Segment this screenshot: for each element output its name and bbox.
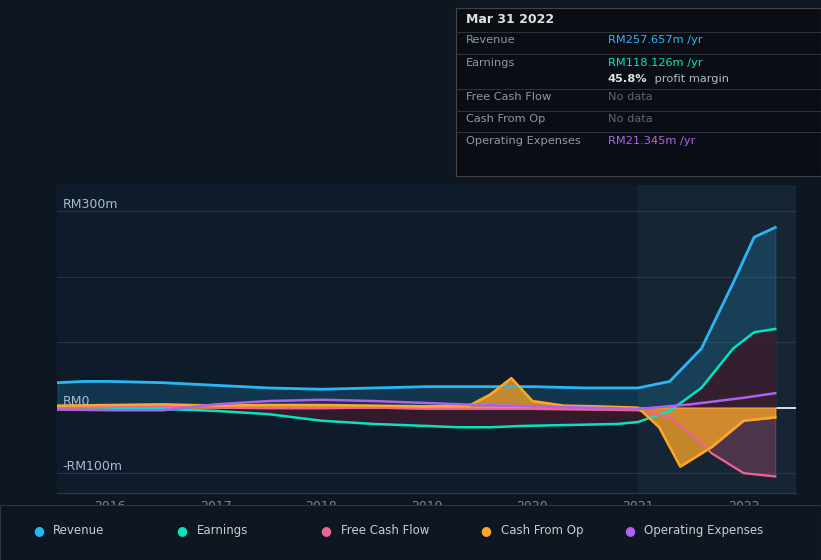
Text: -RM100m: -RM100m [62,460,123,473]
Text: RM118.126m /yr: RM118.126m /yr [608,58,702,68]
Text: No data: No data [608,114,652,124]
Text: Operating Expenses: Operating Expenses [644,524,764,538]
Text: RM300m: RM300m [62,198,118,211]
Text: Cash From Op: Cash From Op [501,524,583,538]
Text: No data: No data [608,92,652,102]
Text: ●: ● [480,524,491,538]
Text: Earnings: Earnings [466,58,515,68]
Text: Earnings: Earnings [197,524,249,538]
Text: Cash From Op: Cash From Op [466,114,545,124]
Bar [638,185,796,493]
Text: Mar 31 2022: Mar 31 2022 [466,13,553,26]
Text: profit margin: profit margin [651,74,729,85]
Text: Free Cash Flow: Free Cash Flow [466,92,551,102]
Text: Revenue: Revenue [53,524,105,538]
Text: ●: ● [624,524,635,538]
Text: ●: ● [33,524,44,538]
Text: RM0: RM0 [62,395,90,408]
Text: Revenue: Revenue [466,35,515,45]
Text: ●: ● [177,524,187,538]
Text: Free Cash Flow: Free Cash Flow [341,524,429,538]
Text: ●: ● [320,524,331,538]
Text: Operating Expenses: Operating Expenses [466,136,580,146]
Text: RM21.345m /yr: RM21.345m /yr [608,136,695,146]
Text: RM257.657m /yr: RM257.657m /yr [608,35,702,45]
Text: 45.8%: 45.8% [608,74,647,85]
